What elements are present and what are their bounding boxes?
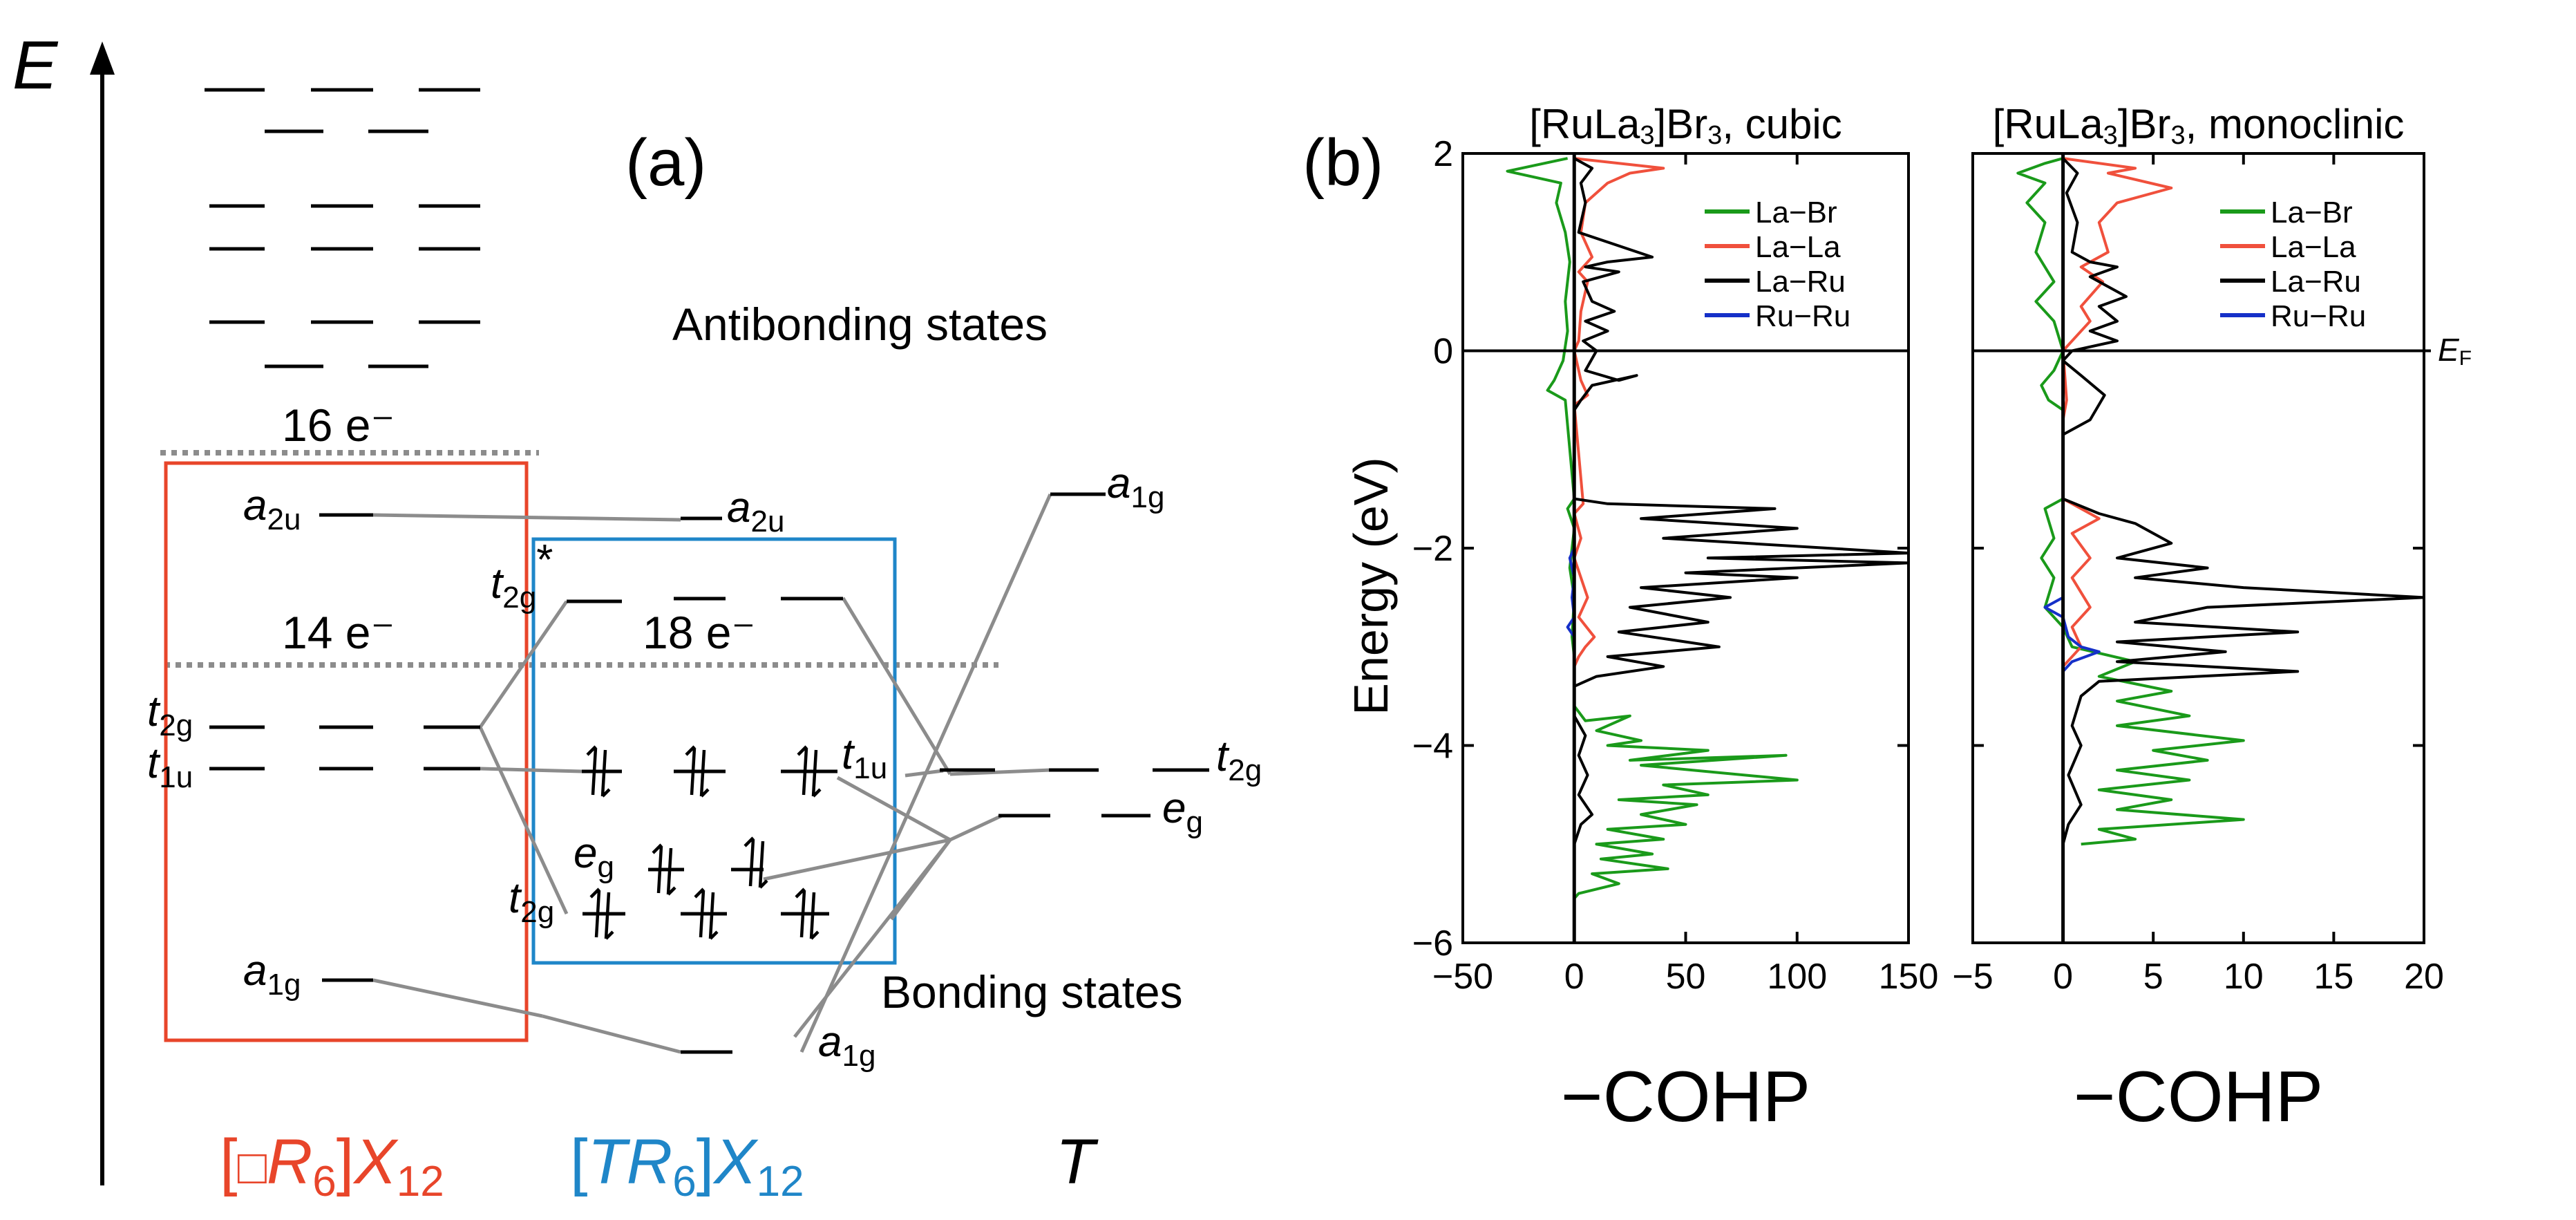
orbital-label-mid-t1u: t1u [842, 731, 887, 785]
series-line-la-br [2016, 157, 2245, 846]
orbital-label-right-t2g: t2g [1216, 733, 1262, 787]
orbital-label-right-a1g: a1g [1107, 460, 1164, 514]
x-axis-label: −COHP [1561, 1057, 1810, 1137]
x-tick-label: 15 [2313, 957, 2354, 997]
legend-label: La−La [1755, 230, 1841, 264]
x-tick-label: 100 [1767, 957, 1827, 997]
electron-pairs [586, 745, 822, 940]
bonding-states-label: Bonding states [881, 966, 1183, 1017]
middle-levels [567, 516, 843, 1054]
electron-count-14: 14 e⁻ [282, 607, 395, 658]
y-axis-label: Energy (eV) [1344, 457, 1398, 715]
column-label-empty-cluster: [□R6]X12 [220, 1127, 444, 1205]
series-line-ru-ru [1566, 547, 1576, 638]
panel-b: (b) Energy (eV) [RuLa3]Br3, cubic−50 0 50 1… [1303, 101, 2472, 1137]
orbital-label-left-a2u: a2u [243, 482, 301, 536]
panel-a-label: (a) [625, 126, 706, 200]
column-label-transition-metal: T [1056, 1127, 1099, 1197]
fermi-level-label: EF [2438, 332, 2472, 370]
orbital-label-right-eg: eg [1162, 785, 1203, 839]
y-tick-label: 2 [1433, 134, 1453, 174]
orbital-label-mid-eg: eg [574, 829, 614, 884]
plot-area [2016, 157, 2424, 846]
panel-b-label: (b) [1303, 126, 1383, 200]
x-tick-label: 50 [1666, 957, 1706, 997]
x-tick-label: 5 [2143, 957, 2163, 997]
empty-cluster-box [164, 461, 529, 1042]
x-tick-label: 20 [2404, 957, 2444, 997]
antibonding-states-label: Antibonding states [672, 299, 1048, 350]
legend-label: La−Br [2271, 196, 2353, 229]
orbital-label-mid-a1g: a1g [818, 1018, 875, 1073]
series-line-la-ru [1573, 157, 1909, 845]
legend-label: Ru−Ru [1755, 299, 1850, 333]
filled-cluster-box [531, 537, 897, 965]
legend-label: Ru−Ru [2271, 299, 2366, 333]
cohp-chart-cubic: [RuLa3]Br3, cubic −50 0 50 100 150 2 0 −2 −4 −6 La−… [1412, 101, 1939, 1137]
electron-count-16: 16 e⁻ [282, 400, 395, 451]
panel-a: E (a) Antibonding states 16 e⁻ 14 e⁻ 18 … [12, 27, 1262, 1205]
x-tick-label: 0 [2053, 957, 2073, 997]
energy-axis-label: E [12, 27, 59, 103]
column-label-filled-cluster: [TR6]X12 [570, 1127, 804, 1205]
chart-title: [RuLa3]Br3, cubic [1529, 101, 1841, 150]
series-line-la-br [1506, 157, 1799, 900]
x-tick-label: 150 [1879, 957, 1939, 997]
legend-label: La−La [2271, 230, 2356, 264]
x-tick-label: 0 [1564, 957, 1584, 997]
antibonding-levels [205, 88, 480, 368]
chart-title: [RuLa3]Br3, monoclinic [1993, 101, 2405, 150]
x-tick-label: 10 [2224, 957, 2264, 997]
orbital-label-mid-t2g: t2g [509, 874, 554, 929]
right-levels [940, 492, 1209, 818]
orbital-label-left-t1u: t1u [147, 740, 193, 794]
x-axis-label: −COHP [2074, 1057, 2323, 1137]
orbital-label-left-a1g: a1g [243, 947, 301, 1002]
series-line-la-ru [2061, 157, 2424, 845]
series-line-ru-ru [2043, 596, 2101, 673]
left-levels [209, 513, 480, 982]
y-tick-label: −4 [1412, 726, 1453, 767]
y-tick-label: 0 [1433, 332, 1453, 372]
orbital-label-mid-a2u: a2u [727, 484, 784, 538]
legend-label: La−Ru [1755, 265, 1846, 299]
y-tick-label: −2 [1412, 529, 1453, 569]
plot-area [1506, 157, 1909, 900]
correlation-lines [372, 493, 1052, 1054]
orbital-label-left-t2g: t2g [147, 688, 193, 742]
x-tick-label: −50 [1432, 957, 1493, 997]
energy-axis-arrow-icon [90, 41, 115, 75]
cohp-chart-monoclinic: [RuLa3]Br3, monoclinic−5 0 5 10 15 20La−BrLa−… [1952, 101, 2444, 1137]
electron-count-18: 18 e⁻ [643, 607, 755, 658]
legend-label: La−Ru [2271, 265, 2361, 299]
x-tick-label: −5 [1952, 957, 1993, 997]
y-tick-label: −6 [1412, 923, 1453, 964]
orbital-label-mid-t2g-star: t2g* [491, 536, 553, 614]
series-line-la-la [2061, 157, 2173, 668]
legend-label: La−Br [1755, 196, 1837, 229]
